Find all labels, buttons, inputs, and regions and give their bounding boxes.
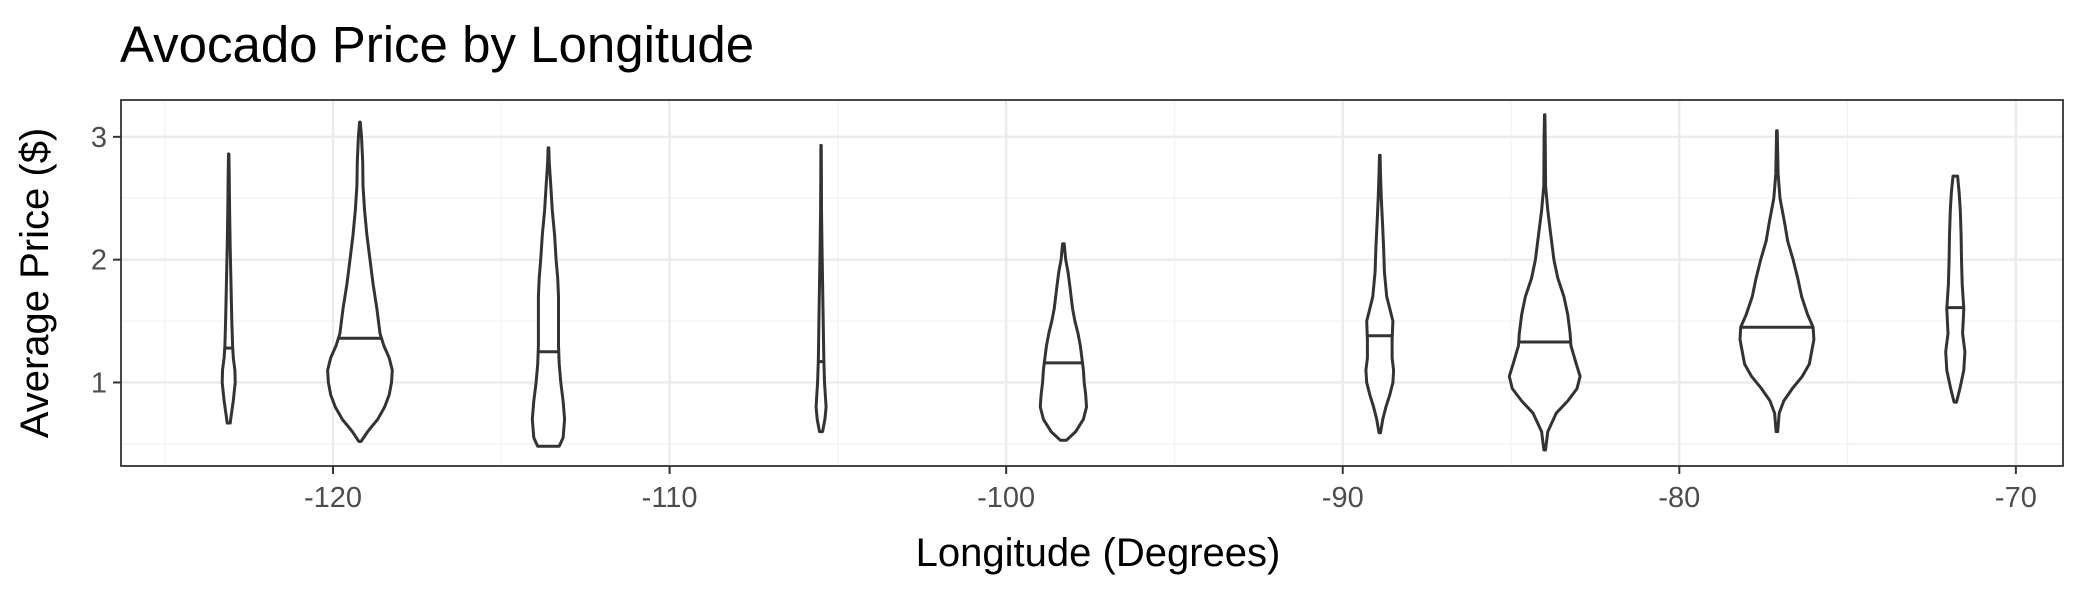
y-tick-label: 2 <box>91 245 107 277</box>
violins <box>220 113 1967 452</box>
violin-6 <box>1364 153 1396 435</box>
y-axis-title: Average Price ($) <box>13 128 57 439</box>
x-tick-label: -90 <box>1322 482 1364 514</box>
violin-2 <box>326 120 394 443</box>
x-tick-label: -110 <box>642 482 698 514</box>
violin-1 <box>220 152 237 425</box>
x-axis-title: Longitude (Degrees) <box>916 531 1281 575</box>
x-tick-label: -70 <box>1995 482 2037 514</box>
x-tick-label: -100 <box>977 482 1035 514</box>
y-tick-label: 1 <box>91 367 107 399</box>
violin-9 <box>1944 174 1967 404</box>
chart-title: Avocado Price by Longitude <box>120 16 754 73</box>
axes: -120 -110 -100 -90 -80 -70 1 2 3 <box>91 122 2037 514</box>
violin-4 <box>814 143 828 434</box>
y-tick-label: 3 <box>91 122 107 154</box>
x-tick-label: -120 <box>304 482 362 514</box>
plot-panel <box>120 99 2064 467</box>
violin-3 <box>530 146 567 448</box>
violin-8 <box>1738 129 1816 434</box>
violin-5 <box>1038 242 1088 442</box>
grid-lines <box>121 100 2063 466</box>
violin-7 <box>1507 113 1582 452</box>
x-tick-label: -80 <box>1658 482 1700 514</box>
